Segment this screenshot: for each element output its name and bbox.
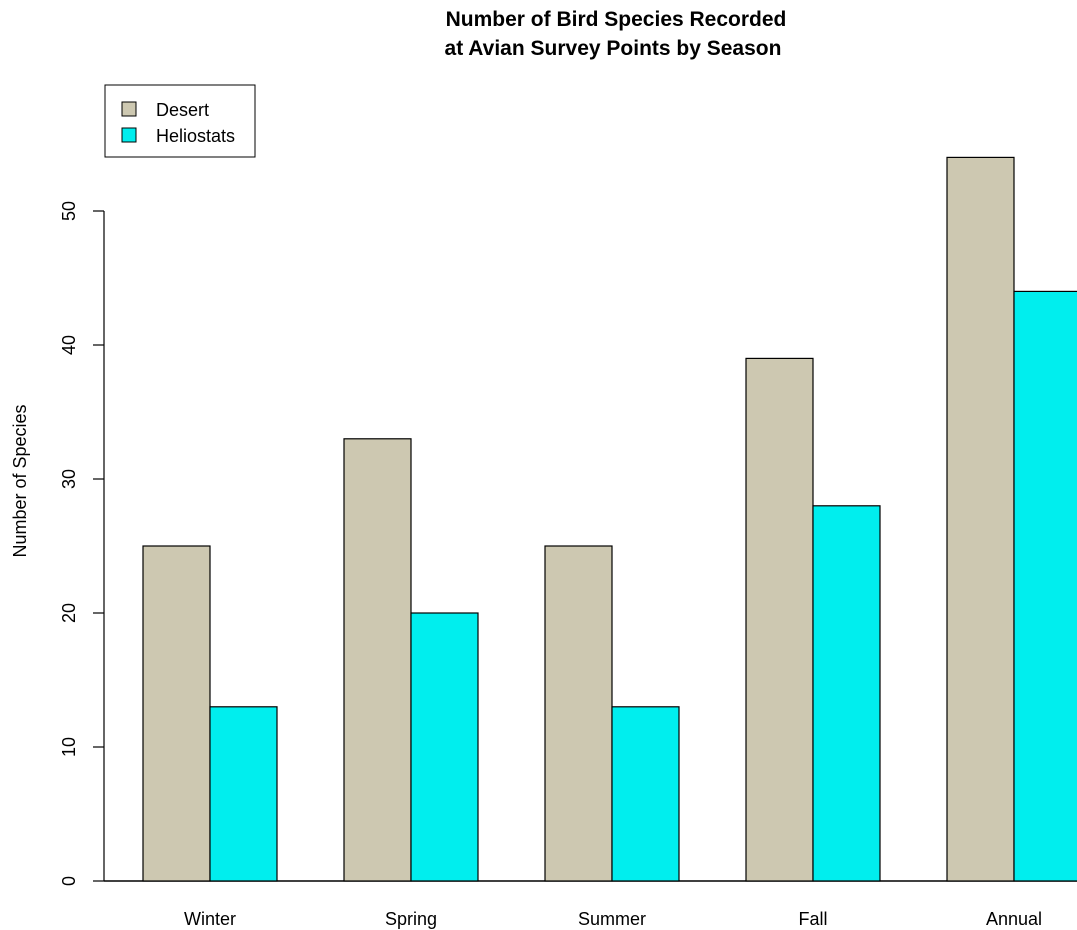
y-tick-label: 0 xyxy=(59,876,79,886)
x-tick-label: Annual xyxy=(986,909,1042,929)
legend: Desert Heliostats xyxy=(104,84,256,158)
x-tick-label: Winter xyxy=(184,909,236,929)
y-tick-label: 50 xyxy=(59,201,79,221)
legend-box xyxy=(104,84,256,158)
legend-label-heliostats: Heliostats xyxy=(156,126,235,146)
y-tick-label: 30 xyxy=(59,469,79,489)
x-tick-label: Spring xyxy=(385,909,437,929)
x-tick-label: Summer xyxy=(578,909,646,929)
y-axis-label: Number of Species xyxy=(10,404,30,557)
y-ticks: 0 10 20 30 40 50 xyxy=(59,201,104,886)
x-tick-label: Fall xyxy=(798,909,827,929)
bar-heliostats-annual xyxy=(1013,290,1077,882)
bar-desert-annual xyxy=(946,156,1015,882)
legend-swatch-desert xyxy=(121,101,137,117)
bars xyxy=(142,156,1077,882)
bar-heliostats-winter xyxy=(209,706,278,882)
bar-desert-fall xyxy=(745,357,814,882)
bar-heliostats-fall xyxy=(812,505,881,882)
chart-title-line-2: at Avian Survey Points by Season xyxy=(445,37,782,60)
bar-heliostats-spring xyxy=(410,612,479,882)
bar-desert-winter xyxy=(142,545,211,882)
bar-heliostats-summer xyxy=(611,706,680,882)
chart-title-line-1: Number of Bird Species Recorded xyxy=(446,8,787,31)
bar-desert-summer xyxy=(544,545,613,882)
bar-desert-spring xyxy=(343,438,412,882)
legend-swatch-heliostats xyxy=(121,127,137,143)
y-tick-label: 20 xyxy=(59,603,79,623)
y-tick-label: 10 xyxy=(59,737,79,757)
legend-label-desert: Desert xyxy=(156,100,209,120)
x-tick-labels: Winter Spring Summer Fall Annual xyxy=(184,909,1042,929)
y-tick-label: 40 xyxy=(59,335,79,355)
